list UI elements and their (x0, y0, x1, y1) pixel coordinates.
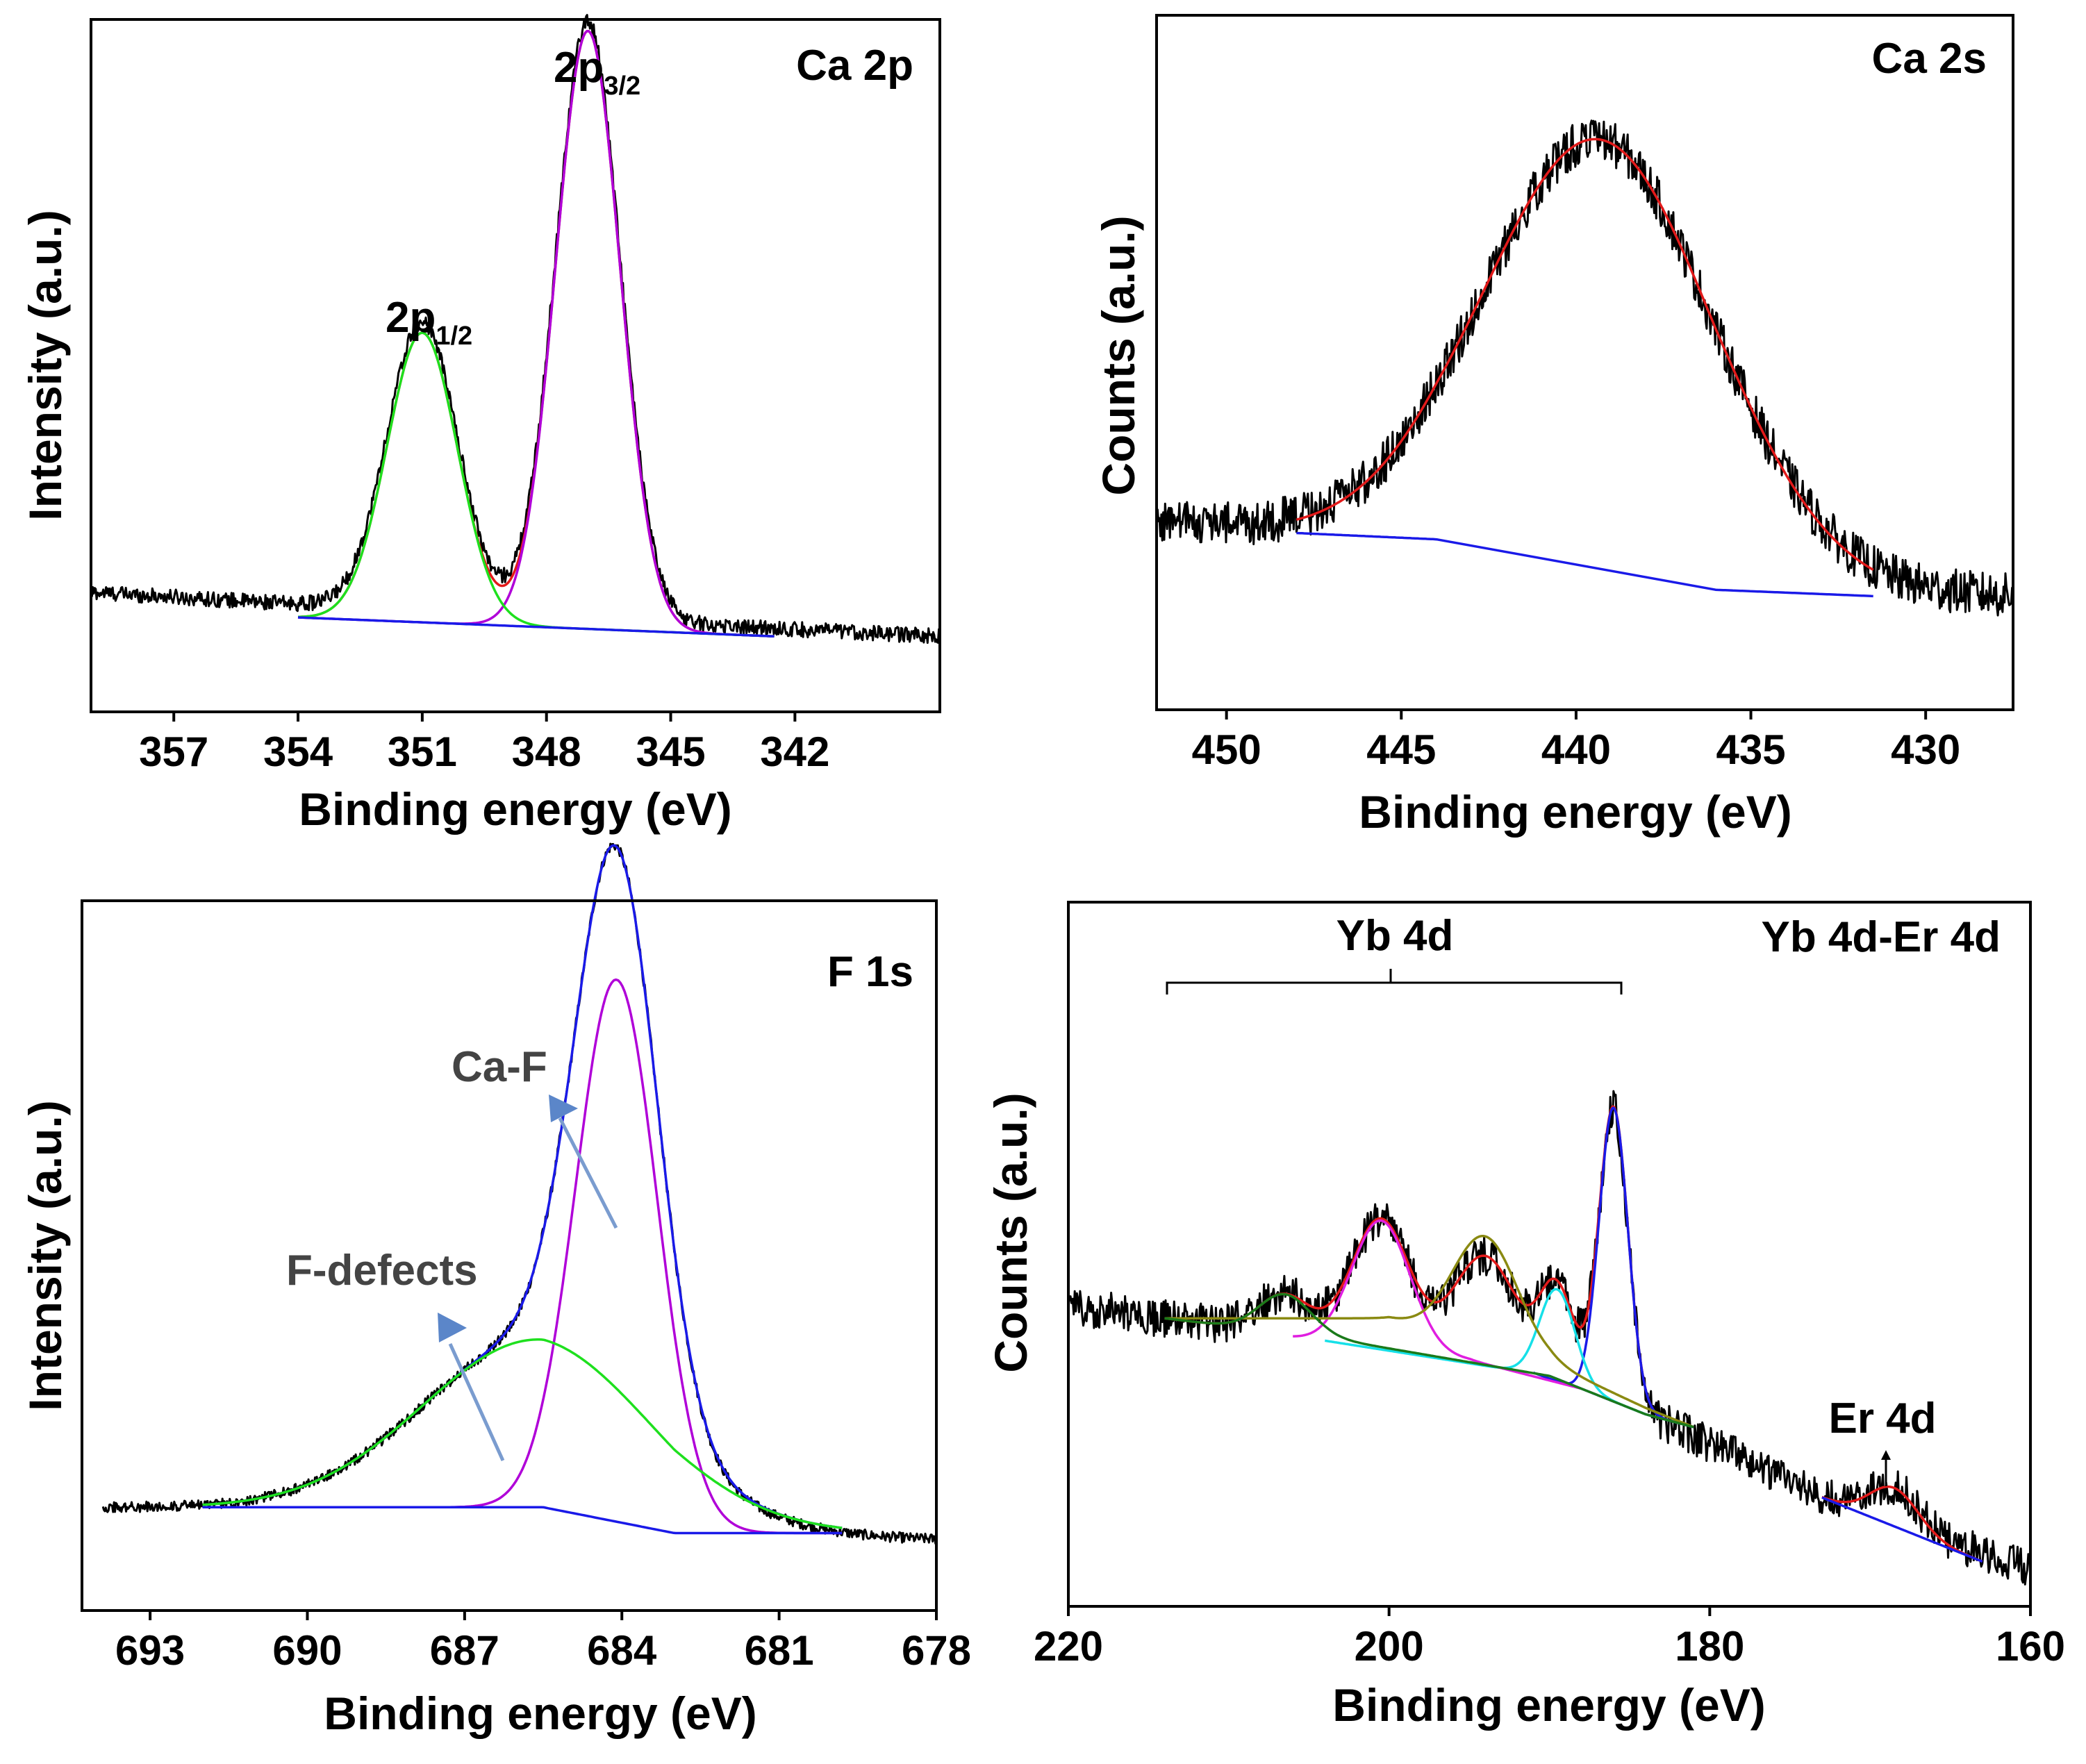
f-1s-ca-f-label: Ca-F (452, 1043, 547, 1091)
yb-er-4d-x-tick-label: 200 (1355, 1623, 1424, 1670)
f-1s-x-tick-label: 693 (115, 1627, 185, 1674)
ca-2p-panel-title: Ca 2p (796, 42, 913, 90)
ca-2p-x-axis-label: Binding energy (eV) (299, 783, 731, 835)
ca-2p-plot-area (90, 14, 941, 644)
ca-2p-peak-label-2p1-2: 2p1/2 (386, 294, 472, 351)
yb-er-4d-series-raw-data (1067, 1090, 2032, 1586)
ca-2s-x-tick-label: 440 (1541, 726, 1611, 773)
ca-2p-series-raw-data (90, 14, 941, 644)
yb-er-4d-series-component-200-5-ev (1292, 1219, 1582, 1390)
yb-4d-bracket (1166, 969, 1623, 995)
yb-er-4d-panel-title: Yb 4d-Er 4d (1761, 913, 2001, 961)
ca-2p-series-2p1-2-component (298, 331, 775, 638)
ca-2s-plot-area (1155, 119, 2014, 617)
ca-2p-x-tick-label: 345 (636, 729, 705, 775)
yb-er-4d-x-tick-label: 180 (1675, 1623, 1744, 1670)
f-1s-f-defects-arrow (438, 1313, 505, 1462)
f-1s-panel-title: F 1s (827, 948, 913, 996)
yb-er-4d-series-yb-fit (1164, 1105, 1694, 1429)
yb-er-4d-x-tick-label: 220 (1034, 1623, 1103, 1670)
f-1s-series-background (202, 1506, 843, 1535)
panel-ca-2p: 357 354 351 348 345 342 Ca 2p Binding energy … (19, 14, 941, 835)
ca-2s-frame (1155, 14, 2014, 711)
ca-2s-x-ticks: 450 445 440 435 430 (1192, 710, 1960, 773)
ca-2p-series-background (297, 616, 775, 638)
ca-2s-y-axis-label: Counts (a.u.) (1093, 215, 1144, 495)
f-1s-x-tick-label: 678 (902, 1627, 971, 1674)
yb-er-4d-x-tick-label: 160 (1996, 1623, 2065, 1670)
yb-er-4d-x-ticks: 220 200 180 160 (1034, 1606, 2065, 1670)
ca-2s-x-tick-label: 445 (1366, 726, 1436, 773)
yb-er-4d-y-axis-label: Counts (a.u.) (985, 1092, 1036, 1372)
ca-2p-series-2p3-2-component (297, 29, 775, 638)
yb-er-4d-series-component-206-5-ev (1164, 1292, 1694, 1429)
panel-ca-2s: 450 445 440 435 430 Ca 2s Binding energy (eV… (1093, 14, 2014, 838)
ca-2p-x-ticks: 357 354 351 348 345 342 (139, 712, 829, 775)
yb-4d-label: Yb 4d (1336, 912, 1454, 960)
yb-er-4d-plot-area (1067, 1090, 2032, 1586)
ca-2p-x-tick-label: 348 (512, 729, 581, 775)
ca-2s-series-fit (1296, 138, 1874, 572)
ca-2p-x-tick-label: 342 (760, 729, 829, 775)
f-1s-series-envelope-fit (202, 844, 843, 1529)
ca-2s-series-background (1296, 531, 1873, 598)
ca-2p-peak-label-2p3-2: 2p3/2 (554, 44, 640, 101)
ca-2p-x-tick-label: 354 (263, 729, 333, 775)
f-1s-x-tick-label: 687 (430, 1627, 499, 1674)
f-1s-x-tick-label: 684 (587, 1627, 657, 1674)
ca-2p-frame (90, 18, 941, 713)
f-1s-ca-f-arrow (549, 1095, 618, 1229)
panel-yb-er-4d: 220 200 180 160 Yb 4d-Er 4d Binding energy … (985, 901, 2065, 1731)
yb-er-4d-series-component-194-ev (1164, 1234, 1694, 1429)
ca-2p-series-envelope-fit (298, 29, 775, 638)
panel-f-1s: 693 690 687 684 681 678 F 1s Binding energy (… (19, 842, 971, 1739)
ca-2p-x-tick-label: 351 (388, 729, 457, 775)
ca-2s-x-tick-label: 435 (1716, 726, 1785, 773)
f-1s-plot-area (101, 842, 938, 1545)
f-1s-x-ticks: 693 690 687 684 681 678 (115, 1611, 971, 1674)
ca-2p-y-axis-label: Intensity (a.u.) (19, 210, 71, 520)
er-4d-label: Er 4d (1828, 1395, 1936, 1442)
f-1s-f-defects-label: F-defects (286, 1247, 478, 1295)
ca-2p-x-tick-label: 357 (139, 729, 208, 775)
f-1s-x-axis-label: Binding energy (eV) (324, 1688, 756, 1739)
yb-er-4d-frame (1067, 901, 2032, 1608)
f-1s-y-axis-label: Intensity (a.u.) (19, 1100, 71, 1411)
ca-2s-x-tick-label: 450 (1192, 726, 1261, 773)
yb-er-4d-series-er-background (1821, 1496, 1983, 1563)
f-1s-x-tick-label: 690 (272, 1627, 342, 1674)
yb-er-4d-x-axis-label: Binding energy (eV) (1332, 1679, 1765, 1731)
f-1s-frame (81, 899, 938, 1612)
ca-2s-x-axis-label: Binding energy (eV) (1359, 786, 1791, 838)
f-1s-x-tick-label: 681 (745, 1627, 814, 1674)
er-4d-arrow (1881, 1450, 1891, 1486)
ca-2s-panel-title: Ca 2s (1872, 35, 1987, 83)
f-1s-series-f-defects-component (202, 1338, 843, 1529)
yb-er-4d-series-er-fit (1821, 1485, 1983, 1563)
ca-2s-series-raw-data (1155, 119, 2014, 617)
ca-2s-x-tick-label: 430 (1891, 726, 1960, 773)
f-1s-series-raw-data (101, 842, 938, 1545)
